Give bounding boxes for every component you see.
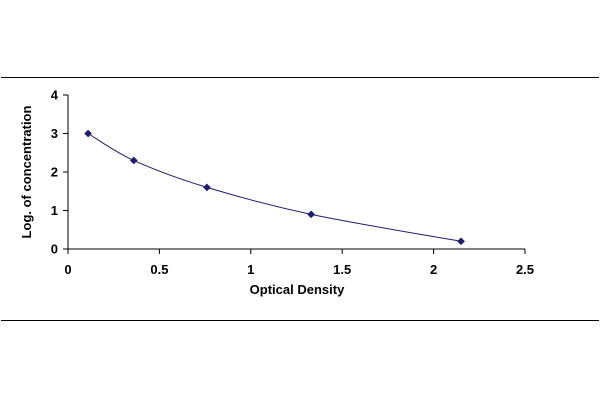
y-tick-label: 0	[51, 242, 58, 257]
x-axis-ticks: 0 0.5 1 1.5 2 2.5	[64, 249, 534, 277]
axes	[67, 95, 525, 250]
fit-curve	[87, 133, 462, 242]
x-tick-label: 1	[247, 262, 254, 277]
chart-frame	[1, 77, 599, 321]
data-point	[307, 210, 316, 219]
x-tick-label: 0.5	[150, 262, 168, 277]
data-point	[84, 129, 93, 138]
y-tick-label: 1	[51, 203, 58, 218]
data-points	[84, 129, 465, 246]
y-tick-label: 3	[51, 126, 58, 141]
data-point	[457, 237, 465, 246]
x-tick-label: 1.5	[333, 262, 351, 277]
x-tick-label: 2	[430, 262, 437, 277]
data-point	[202, 183, 211, 192]
x-tick-label: 2.5	[516, 262, 534, 277]
y-axis-title: Log. of concentration	[19, 106, 34, 239]
data-point	[129, 156, 138, 165]
y-tick-label: 4	[51, 88, 59, 103]
y-tick-label: 2	[51, 165, 58, 180]
x-tick-label: 0	[64, 262, 71, 277]
y-axis-ticks: 0 1 2 3 4	[51, 88, 68, 257]
x-axis-title: Optical Density	[250, 282, 345, 297]
